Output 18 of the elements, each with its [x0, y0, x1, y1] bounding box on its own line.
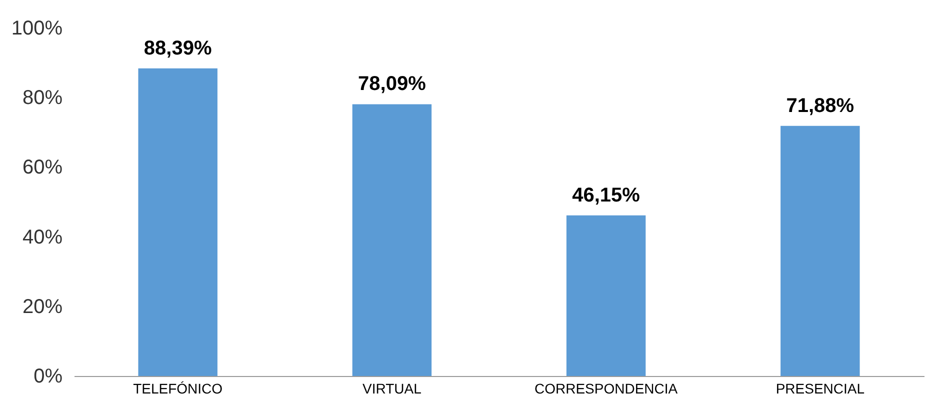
y-tick-label: 60% — [22, 156, 63, 179]
bar — [780, 126, 860, 376]
x-tick-label: VIRTUAL — [362, 380, 422, 396]
y-tick-label: 100% — [11, 18, 63, 40]
bar — [138, 68, 218, 376]
y-tick-label: 0% — [34, 366, 63, 388]
data-label: 46,15% — [572, 184, 640, 206]
x-tick-label: PRESENCIAL — [776, 380, 865, 396]
x-tick-label: CORRESPONDENCIA — [534, 380, 678, 396]
y-tick-label: 40% — [22, 226, 63, 248]
data-label: 78,09% — [358, 73, 426, 96]
data-label: 88,39% — [144, 37, 212, 60]
bar — [352, 104, 432, 376]
y-tick-label: 80% — [22, 87, 63, 110]
bar — [566, 215, 646, 376]
data-label: 71,88% — [786, 94, 854, 117]
x-tick-label: TELEFÓNICO — [133, 380, 223, 396]
y-tick-label: 20% — [22, 296, 63, 318]
